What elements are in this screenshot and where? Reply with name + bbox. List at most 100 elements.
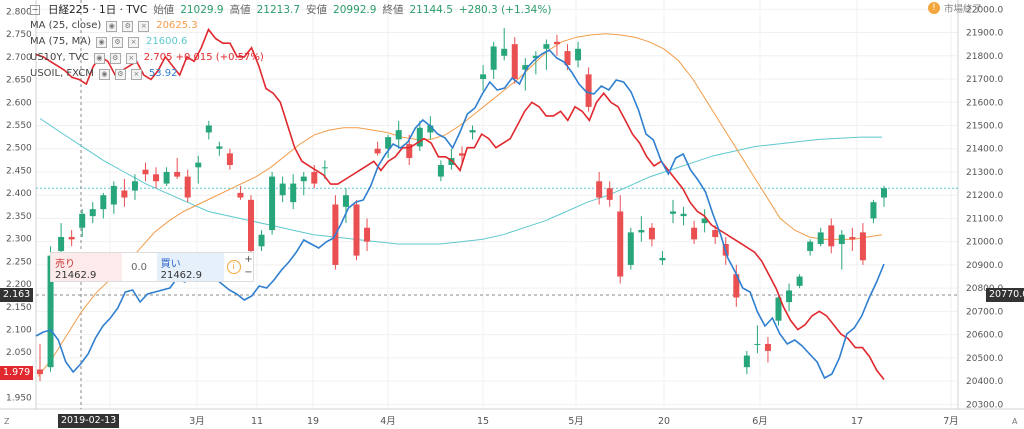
buy-label: 買い (160, 259, 181, 270)
candle-body (448, 158, 455, 165)
close-label: 終値 (382, 4, 404, 16)
eye-icon[interactable]: ◉ (98, 68, 110, 80)
close-icon[interactable]: × (125, 52, 137, 64)
sell-button[interactable]: 売り 21462.9 (51, 253, 122, 281)
candle-body (68, 237, 75, 240)
right-price-tag: 20770.0 (986, 288, 1024, 302)
left-tick-label: 1.950 (6, 394, 32, 404)
candle-body (121, 190, 128, 198)
candle-body (269, 176, 276, 231)
settings-icon[interactable]: ⚙ (112, 36, 124, 48)
candle-body (764, 343, 771, 351)
candle-body (575, 48, 582, 61)
candle-body (427, 125, 434, 133)
legend-item[interactable]: MA (25, close) ◉ ⚙ × 20625.3 (30, 18, 551, 34)
candle-body (553, 41, 560, 45)
right-tick-label: 20600.0 (966, 331, 1003, 341)
candle-body (226, 153, 233, 165)
right-tick-label: 21500.0 (966, 121, 1003, 131)
right-tick-label: 21300.0 (966, 168, 1003, 178)
legend-item[interactable]: USOIL, FXCM ◉ ⚙ × 53.92 (30, 66, 551, 82)
sell-price: 21462.9 (55, 270, 97, 281)
candle-body (786, 290, 793, 303)
low-value: 20992.9 (333, 4, 377, 16)
left-tick-label: 2.500 (6, 144, 32, 154)
left-tick-label: 2.550 (6, 121, 32, 131)
sell-label: 売り (55, 259, 75, 270)
right-tick-label: 21700.0 (966, 75, 1003, 85)
low-label: 安値 (306, 4, 328, 16)
candle-body (775, 297, 782, 321)
left-price-tag: 2.163 (0, 288, 34, 302)
candle-body (691, 227, 698, 240)
eye-icon[interactable]: ◉ (93, 52, 105, 64)
x-tick-label: 3月 (189, 416, 205, 427)
candle-body (353, 204, 360, 256)
legend-label: US10Y, TVC (30, 52, 89, 63)
candle-body (817, 232, 824, 245)
candle-body (743, 355, 750, 368)
legend-item[interactable]: US10Y, TVC ◉ ⚙ × 2.705 +0.015 (+0.57%) (30, 50, 551, 66)
left-low-tag: 1.979 (0, 366, 34, 380)
market-status: ! 市場終了 (927, 1, 982, 15)
legend-item[interactable]: MA (75, MA) ◉ ⚙ × 21600.6 (30, 34, 551, 50)
x-tick-label: 6月 (752, 416, 768, 427)
candle-body (58, 237, 65, 251)
x-tick-label: 20 (658, 416, 670, 427)
candle-body (79, 213, 86, 228)
quantity-plus-button[interactable]: + (244, 254, 253, 265)
candle-body (110, 185, 117, 205)
left-tick-label: 2.700 (6, 53, 32, 63)
candle-body (237, 192, 244, 198)
candle-body (469, 130, 476, 133)
candle-body (490, 46, 497, 70)
right-tick-label: 21900.0 (966, 29, 1003, 39)
close-icon[interactable]: × (138, 20, 150, 32)
market-status-label: 市場終了 (943, 4, 982, 15)
candle-body (131, 181, 138, 191)
left-tick-label: 2.050 (6, 348, 32, 358)
candle-body (163, 171, 170, 184)
order-info-icon[interactable]: i (224, 253, 244, 281)
us10y-line (35, 27, 885, 380)
candle-body (585, 74, 592, 107)
right-tick-label: 21600.0 (966, 98, 1003, 108)
left-tick-label: 2.800 (6, 7, 32, 17)
legend-label: MA (75, MA) (30, 36, 92, 47)
eye-icon[interactable]: ◉ (96, 36, 108, 48)
settings-icon[interactable]: ⚙ (109, 52, 121, 64)
eye-icon[interactable]: ◉ (106, 20, 118, 32)
legend-value: 53.92 (148, 68, 178, 79)
candle-body (543, 44, 550, 49)
candle-body (142, 169, 149, 175)
settings-icon[interactable]: ⚙ (114, 68, 126, 80)
candle-body (859, 232, 866, 261)
change-value: +280.3 (+1.34%) (458, 4, 552, 16)
settings-icon[interactable]: ⚙ (122, 20, 134, 32)
legend-value: 21600.6 (146, 36, 188, 47)
candle-body (321, 167, 328, 169)
right-tick-label: 20700.0 (966, 307, 1003, 317)
quantity-minus-button[interactable]: − (244, 267, 253, 278)
candle-body (807, 241, 814, 251)
candle-body (680, 213, 687, 217)
left-tick-label: 2.600 (6, 98, 32, 108)
buy-button[interactable]: 買い 21462.9 (156, 253, 224, 281)
candle-body (364, 227, 371, 242)
ma75-line (39, 118, 882, 245)
right-tick-label: 21800.0 (966, 52, 1003, 62)
close-icon[interactable]: × (130, 68, 142, 80)
x-tick-label: 19 (307, 416, 319, 427)
candle-body (712, 230, 719, 238)
candle-body (311, 171, 318, 184)
collapse-icon[interactable]: − (30, 5, 40, 15)
candle-body (47, 255, 54, 368)
close-icon[interactable]: × (128, 36, 140, 48)
high-value: 21213.7 (256, 4, 301, 16)
x-tick-label: 15 (477, 416, 489, 427)
left-tick-label: 2.250 (6, 257, 32, 267)
symbol-header: − 日経225 · 1日 · TVC 始値 21029.9 高値 21213.7 安… (30, 2, 551, 18)
right-tick-label: 22000.0 (966, 5, 1003, 15)
candle-body (511, 44, 518, 80)
